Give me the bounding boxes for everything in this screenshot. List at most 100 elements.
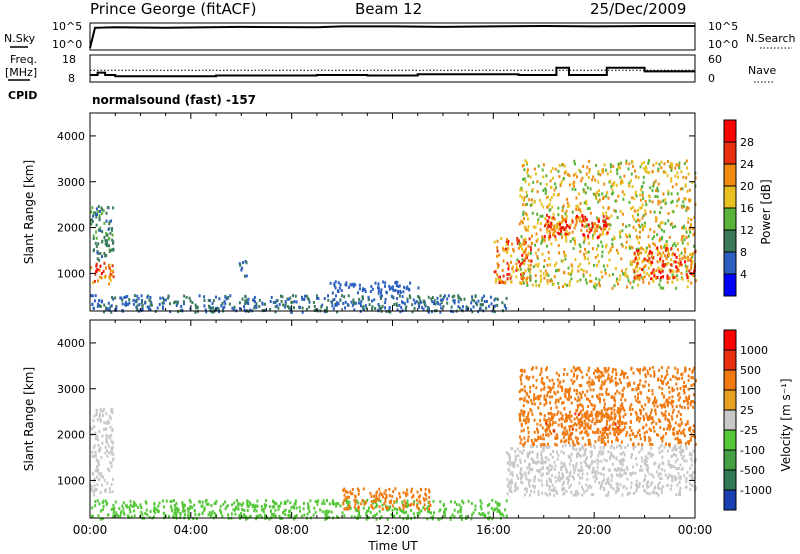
data-cell bbox=[460, 308, 463, 312]
data-cell bbox=[684, 366, 687, 370]
data-cell bbox=[281, 295, 284, 299]
data-cell bbox=[678, 161, 681, 165]
data-cell bbox=[396, 297, 399, 300]
data-cell bbox=[526, 256, 528, 259]
data-cell bbox=[384, 497, 387, 500]
data-cell bbox=[601, 450, 604, 454]
data-cell bbox=[676, 171, 679, 175]
data-cell bbox=[531, 283, 534, 287]
data-cell bbox=[341, 511, 344, 515]
data-cell bbox=[664, 375, 667, 379]
data-cell bbox=[140, 301, 143, 305]
data-cell bbox=[616, 277, 618, 281]
data-cell bbox=[658, 251, 661, 255]
data-cell bbox=[529, 263, 532, 267]
data-cell bbox=[275, 299, 278, 303]
data-cell bbox=[521, 412, 524, 416]
data-cell bbox=[600, 416, 603, 420]
data-cell bbox=[357, 507, 360, 511]
data-cell bbox=[92, 490, 95, 494]
x-tick-label: 16:00 bbox=[476, 523, 511, 537]
data-cell bbox=[505, 250, 508, 254]
data-cell bbox=[673, 453, 676, 456]
data-cell bbox=[662, 484, 665, 488]
data-cell bbox=[625, 161, 628, 165]
data-cell bbox=[655, 219, 658, 223]
data-cell bbox=[532, 180, 535, 184]
data-cell bbox=[369, 290, 372, 293]
data-cell bbox=[570, 452, 573, 456]
data-cell bbox=[373, 500, 376, 503]
data-cell bbox=[534, 274, 537, 278]
data-cell bbox=[378, 305, 381, 308]
data-cell bbox=[658, 418, 660, 422]
data-cell bbox=[613, 235, 616, 239]
data-cell bbox=[644, 250, 647, 254]
data-cell bbox=[183, 504, 186, 508]
data-cell bbox=[594, 375, 597, 379]
data-cell bbox=[670, 177, 673, 181]
data-cell bbox=[527, 268, 530, 272]
data-cell bbox=[649, 210, 652, 214]
data-cell bbox=[238, 301, 241, 305]
data-cell bbox=[103, 303, 106, 307]
data-cell bbox=[582, 269, 585, 273]
data-cell bbox=[197, 513, 200, 517]
data-cell bbox=[543, 238, 546, 242]
data-cell bbox=[400, 305, 403, 309]
data-cell bbox=[546, 394, 549, 398]
data-cell bbox=[245, 261, 248, 265]
data-cell bbox=[572, 493, 575, 497]
data-cell bbox=[659, 221, 662, 225]
data-cell bbox=[609, 377, 612, 381]
data-cell bbox=[106, 441, 109, 445]
data-cell bbox=[539, 394, 542, 398]
data-cell bbox=[663, 262, 666, 266]
data-cell bbox=[676, 242, 679, 246]
data-cell bbox=[618, 420, 621, 424]
data-cell bbox=[647, 400, 650, 404]
data-cell bbox=[592, 466, 595, 470]
data-cell bbox=[549, 179, 552, 183]
data-cell bbox=[575, 376, 578, 380]
data-cell bbox=[666, 381, 669, 385]
data-cell bbox=[560, 468, 563, 472]
data-cell bbox=[537, 478, 540, 482]
data-cell bbox=[660, 468, 663, 471]
data-cell bbox=[390, 294, 393, 298]
data-cell bbox=[573, 417, 576, 421]
data-cell bbox=[670, 201, 673, 204]
data-cell bbox=[253, 509, 256, 513]
data-cell bbox=[574, 422, 576, 426]
data-cell bbox=[597, 460, 600, 463]
data-cell bbox=[618, 391, 621, 395]
data-cell bbox=[111, 269, 114, 273]
data-cell bbox=[663, 445, 666, 449]
data-cell bbox=[440, 300, 443, 304]
data-cell bbox=[549, 492, 551, 496]
data-cell bbox=[255, 302, 258, 306]
data-cell bbox=[95, 207, 98, 211]
data-cell bbox=[567, 416, 570, 419]
data-cell bbox=[208, 511, 211, 515]
data-cell bbox=[639, 417, 642, 421]
data-cell bbox=[666, 418, 669, 422]
data-cell bbox=[563, 433, 566, 437]
data-cell bbox=[162, 301, 165, 305]
data-cell bbox=[412, 494, 415, 498]
data-cell bbox=[564, 395, 567, 399]
data-cell bbox=[576, 279, 579, 283]
data-cell bbox=[377, 303, 380, 306]
data-cell bbox=[328, 509, 331, 513]
data-cell bbox=[553, 486, 556, 490]
data-cell bbox=[591, 471, 594, 475]
data-cell bbox=[327, 298, 330, 302]
data-cell bbox=[583, 256, 586, 260]
data-cell bbox=[327, 294, 329, 298]
data-cell bbox=[642, 368, 645, 372]
data-cell bbox=[510, 254, 513, 258]
data-cell bbox=[92, 211, 95, 215]
data-cell bbox=[588, 418, 591, 422]
data-cell bbox=[392, 490, 395, 494]
data-cell bbox=[415, 498, 418, 502]
